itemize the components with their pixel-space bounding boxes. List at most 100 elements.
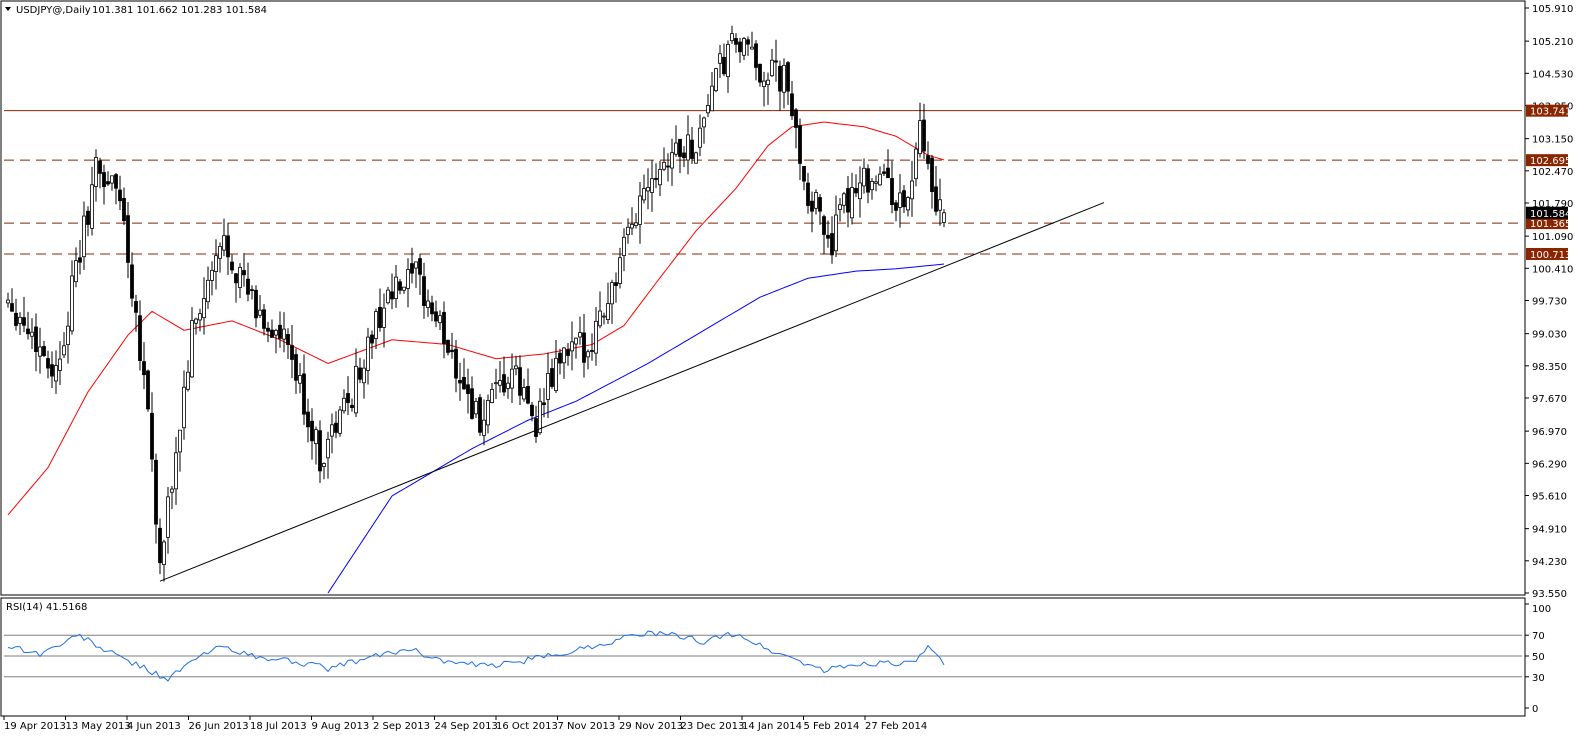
candle-body bbox=[322, 463, 326, 467]
candle-body bbox=[62, 345, 66, 356]
candle-body bbox=[390, 291, 394, 300]
candle bbox=[570, 321, 574, 371]
candle-body bbox=[74, 260, 78, 283]
candle bbox=[490, 382, 494, 404]
candle-body bbox=[510, 368, 514, 389]
candle bbox=[818, 193, 822, 225]
candle bbox=[326, 431, 330, 479]
candle-body bbox=[566, 349, 570, 356]
candle bbox=[98, 157, 102, 189]
candle bbox=[506, 376, 510, 399]
candle-body bbox=[942, 212, 946, 223]
candle bbox=[618, 247, 622, 289]
candle bbox=[134, 294, 138, 332]
candle bbox=[26, 311, 30, 340]
candle-body bbox=[250, 289, 254, 292]
candle-body bbox=[366, 336, 370, 371]
candle-body bbox=[702, 117, 706, 128]
rsi-tick-label: 70 bbox=[1532, 631, 1545, 642]
candle bbox=[654, 163, 658, 189]
candle-body bbox=[26, 328, 30, 335]
candle bbox=[678, 138, 682, 174]
level-tag-label: 103.741 bbox=[1530, 107, 1571, 118]
candle-body bbox=[794, 109, 798, 128]
candle-body bbox=[90, 184, 94, 229]
candle bbox=[86, 206, 90, 237]
candle bbox=[42, 340, 46, 357]
date-tick-label: 4 Jun 2013 bbox=[127, 721, 181, 732]
candle bbox=[170, 485, 174, 510]
candle-body bbox=[842, 193, 846, 206]
candle bbox=[854, 174, 858, 197]
candle-body bbox=[694, 152, 698, 164]
current-price-tag-bg bbox=[1526, 206, 1568, 219]
candle-body bbox=[338, 409, 342, 434]
dropdown-triangle-icon[interactable] bbox=[5, 7, 11, 11]
candle bbox=[202, 277, 206, 335]
candle-body bbox=[126, 215, 130, 263]
candle-body bbox=[818, 197, 822, 212]
candle-body bbox=[470, 388, 474, 419]
level-tag-bg bbox=[1526, 247, 1568, 260]
candle-body bbox=[294, 354, 298, 381]
candle-body bbox=[622, 236, 626, 257]
candle-body bbox=[646, 187, 650, 192]
candle-body bbox=[802, 166, 806, 182]
candle-body bbox=[278, 324, 282, 339]
candle bbox=[190, 307, 194, 378]
candle bbox=[914, 142, 918, 187]
candle bbox=[174, 437, 178, 505]
candle-body bbox=[210, 269, 214, 281]
candle bbox=[138, 300, 142, 371]
symbol-label: USDJPY@,Daily bbox=[16, 5, 91, 16]
candle-body bbox=[506, 382, 510, 389]
candle bbox=[758, 63, 762, 87]
candle-body bbox=[790, 93, 794, 117]
candle-body bbox=[902, 190, 906, 208]
level-tag-label: 101.365 bbox=[1530, 219, 1571, 230]
candle-body bbox=[282, 328, 286, 340]
candle bbox=[414, 261, 418, 288]
candle-body bbox=[526, 386, 530, 404]
candle bbox=[270, 319, 274, 338]
candle-body bbox=[186, 371, 190, 390]
candle-body bbox=[494, 382, 498, 385]
candle-body bbox=[718, 53, 722, 64]
candle-body bbox=[138, 315, 142, 362]
candle bbox=[894, 200, 898, 222]
candle bbox=[510, 353, 514, 403]
candle bbox=[638, 181, 642, 244]
candle bbox=[290, 325, 294, 379]
candle bbox=[498, 360, 502, 393]
rsi-tick-label: 0 bbox=[1532, 704, 1538, 715]
candle-body bbox=[934, 186, 938, 212]
candle bbox=[350, 398, 354, 412]
candle bbox=[486, 394, 490, 434]
candle bbox=[222, 218, 226, 257]
candle bbox=[722, 43, 726, 77]
candle-body bbox=[362, 367, 366, 384]
candle-body bbox=[398, 281, 402, 291]
candle bbox=[18, 312, 22, 335]
candle-body bbox=[846, 188, 850, 213]
candle-body bbox=[214, 255, 218, 272]
candle bbox=[66, 311, 70, 364]
candle-body bbox=[558, 352, 562, 364]
level-tag-bg bbox=[1526, 104, 1568, 117]
candle-body bbox=[122, 198, 126, 222]
candle bbox=[258, 295, 262, 318]
candle bbox=[806, 172, 810, 214]
candle-body bbox=[438, 315, 442, 324]
candle-body bbox=[226, 235, 230, 258]
candle-body bbox=[502, 374, 506, 393]
candle-body bbox=[234, 273, 238, 284]
candle bbox=[594, 307, 598, 366]
candle-body bbox=[810, 200, 814, 212]
level-tag-label: 102.695 bbox=[1530, 156, 1571, 167]
candle bbox=[266, 321, 270, 343]
candle bbox=[58, 341, 62, 385]
candle-body bbox=[182, 386, 186, 429]
candle bbox=[402, 286, 406, 294]
candle bbox=[22, 296, 26, 333]
candle-body bbox=[746, 39, 750, 45]
